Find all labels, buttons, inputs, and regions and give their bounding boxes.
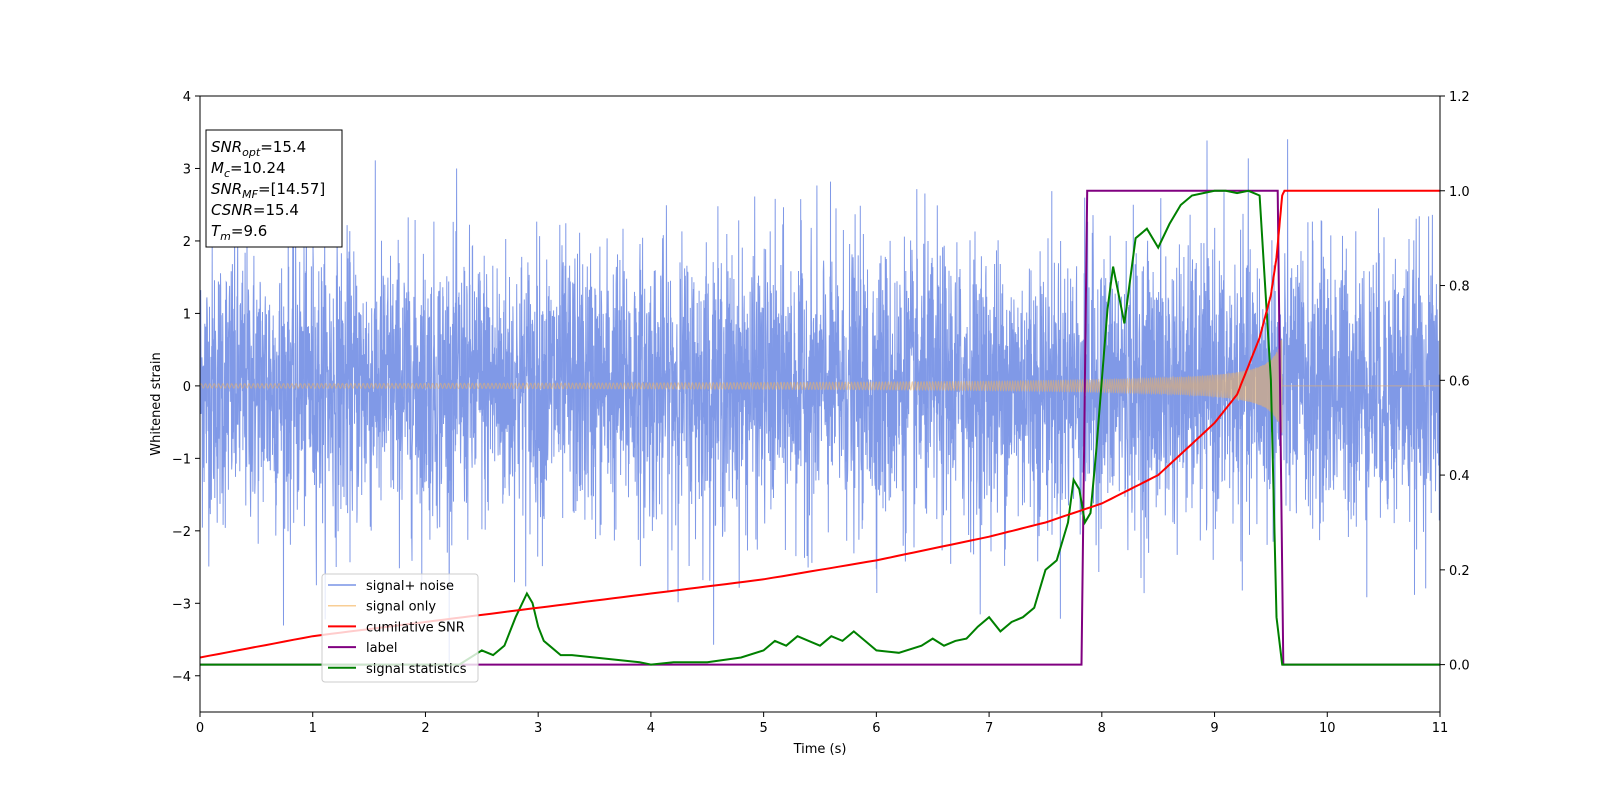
y-tick-label: −2 bbox=[172, 525, 191, 540]
plot-frame bbox=[199, 95, 1441, 713]
legend-label: label bbox=[366, 641, 397, 656]
stats-annotation-box: SNRopt=15.4Mc=10.24SNRMF=[14.57]CSNR=15.… bbox=[205, 129, 343, 248]
x-tick-label: 11 bbox=[1432, 721, 1449, 736]
y-tick-label: 0 bbox=[183, 380, 191, 395]
x-tick-label: 4 bbox=[647, 721, 655, 736]
series-cumulative-snr bbox=[200, 189, 1440, 659]
annotation-symbol: CSNR bbox=[211, 201, 253, 219]
annotation-value: =15.4 bbox=[260, 138, 306, 156]
legend-frame bbox=[321, 573, 479, 683]
legend-label: signal only bbox=[366, 600, 436, 615]
x-tick-label: 0 bbox=[196, 721, 204, 736]
annotation-line: Tm=9.6 bbox=[211, 222, 267, 243]
y-tick-label: 2 bbox=[183, 235, 191, 250]
x-tick-label: 10 bbox=[1319, 721, 1336, 736]
x-axis-title: Time (s) bbox=[793, 742, 847, 757]
y2-tick-label: 1.2 bbox=[1449, 90, 1470, 105]
annotation-subscript: c bbox=[224, 167, 230, 180]
annotation-subscript: opt bbox=[242, 146, 261, 159]
annotation-value: =[14.57] bbox=[258, 180, 325, 198]
annotation-line: SNRMF=[14.57] bbox=[211, 180, 325, 201]
annotation-symbol: M bbox=[211, 159, 224, 177]
y2-tick-label: 0.8 bbox=[1449, 280, 1470, 295]
x-axis: 0 1 2 3 4 5 6 7 8 9 10 11 bbox=[196, 712, 1448, 736]
series-signal-statistics bbox=[200, 189, 1440, 666]
series-layer bbox=[200, 139, 1440, 666]
y2-tick-label: 0.0 bbox=[1449, 659, 1470, 674]
annotation-symbol: T bbox=[211, 222, 222, 240]
y-tick-label: 4 bbox=[183, 90, 191, 105]
y-axis-title: Whitened strain bbox=[149, 352, 164, 455]
annotation-line: Mc=10.24 bbox=[211, 159, 286, 180]
x-tick-label: 5 bbox=[759, 721, 767, 736]
y2-tick-label: 0.4 bbox=[1449, 469, 1470, 484]
annotation-value: =10.24 bbox=[230, 159, 286, 177]
annotation-value: =9.6 bbox=[231, 222, 267, 240]
legend: signal+ noise signal only cumilative SNR la… bbox=[321, 573, 479, 683]
annotation-subscript: MF bbox=[242, 188, 258, 201]
annotation-frame bbox=[205, 129, 343, 248]
legend-label: signal+ noise bbox=[366, 579, 454, 594]
y-axis-left: −4 −3 −2 −1 0 1 2 3 4 bbox=[172, 90, 200, 685]
y-axis-right: 0.0 0.2 0.4 0.6 0.8 1.0 1.2 bbox=[1440, 90, 1470, 674]
annotation-line: SNRopt=15.4 bbox=[211, 138, 306, 159]
series-signal-only bbox=[200, 339, 1440, 433]
annotation-value: =15.4 bbox=[253, 201, 299, 219]
y2-tick-label: 0.6 bbox=[1449, 374, 1470, 389]
y-tick-label: −3 bbox=[172, 597, 191, 612]
annotation-line: CSNR=15.4 bbox=[211, 201, 299, 219]
x-tick-label: 2 bbox=[421, 721, 429, 736]
x-tick-label: 3 bbox=[534, 721, 542, 736]
y-tick-label: −1 bbox=[172, 452, 191, 467]
y2-tick-label: 1.0 bbox=[1449, 185, 1470, 200]
x-tick-label: 9 bbox=[1210, 721, 1218, 736]
x-tick-label: 6 bbox=[872, 721, 880, 736]
x-tick-label: 7 bbox=[985, 721, 993, 736]
annotation-symbol: SNR bbox=[211, 180, 242, 198]
y-tick-label: 1 bbox=[183, 307, 191, 322]
y-tick-label: −4 bbox=[172, 670, 191, 685]
x-tick-label: 1 bbox=[309, 721, 317, 736]
legend-label: signal statistics bbox=[366, 662, 467, 677]
legend-label: cumilative SNR bbox=[366, 620, 465, 635]
annotation-symbol: SNR bbox=[211, 138, 242, 156]
y-tick-label: 3 bbox=[183, 162, 191, 177]
annotation-subscript: m bbox=[220, 230, 231, 243]
x-tick-label: 8 bbox=[1098, 721, 1106, 736]
y2-tick-label: 0.2 bbox=[1449, 564, 1470, 579]
